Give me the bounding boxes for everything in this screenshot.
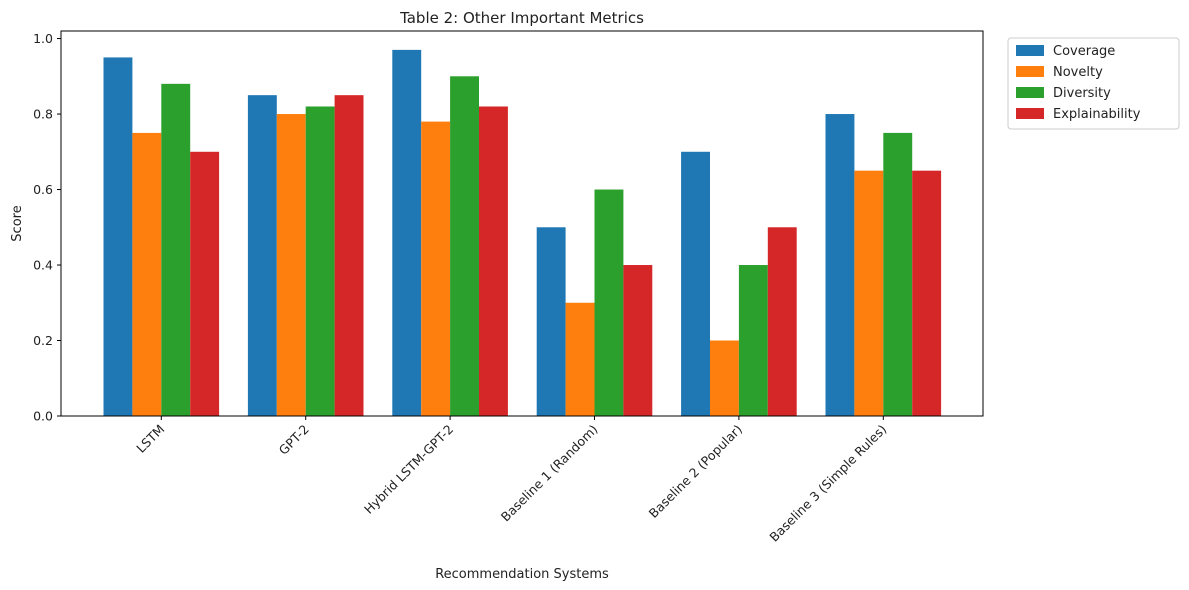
y-tick-label: 0.4 bbox=[33, 258, 53, 273]
x-tick-label: Baseline 3 (Simple Rules) bbox=[766, 422, 889, 545]
bar-coverage-3 bbox=[536, 227, 566, 416]
bar-coverage-0 bbox=[103, 57, 133, 417]
y-tick-label: 0.6 bbox=[33, 182, 53, 197]
y-axis: 0.0 0.2 0.4 0.6 0.8 1.0 bbox=[33, 31, 61, 424]
x-tick-label: Baseline 1 (Random) bbox=[498, 422, 601, 525]
bar-coverage-2 bbox=[392, 49, 422, 417]
legend-label-novelty: Novelty bbox=[1053, 65, 1103, 80]
legend-label-explainability: Explainability bbox=[1053, 107, 1141, 122]
legend-swatch-novelty bbox=[1016, 66, 1044, 77]
legend-swatch-diversity bbox=[1016, 87, 1044, 98]
bar-coverage-4 bbox=[681, 151, 710, 416]
bar-novelty-4 bbox=[710, 340, 739, 416]
y-tick-label: 0.2 bbox=[33, 333, 53, 348]
bar-diversity-2 bbox=[450, 76, 479, 416]
bar-explainability-0 bbox=[190, 151, 220, 416]
bar-novelty-2 bbox=[421, 121, 451, 416]
bar-coverage-1 bbox=[247, 95, 277, 417]
bars-layer bbox=[103, 49, 942, 417]
y-tick-label: 0.8 bbox=[33, 107, 53, 122]
bar-explainability-5 bbox=[912, 170, 942, 416]
plot-frame bbox=[60, 30, 984, 417]
x-axis: LSTM GPT-2 Hybrid LSTM-GPT-2 Baseline 1 (Ra… bbox=[133, 416, 889, 545]
bar-explainability-1 bbox=[334, 95, 364, 417]
x-tick-label: Hybrid LSTM-GPT-2 bbox=[361, 422, 456, 517]
y-tick-label: 0.0 bbox=[33, 409, 53, 424]
bar-diversity-0 bbox=[161, 83, 191, 416]
legend-swatch-coverage bbox=[1016, 45, 1044, 56]
legend-swatch-explainability bbox=[1016, 108, 1044, 119]
x-axis-label: Recommendation Systems bbox=[435, 567, 609, 582]
bar-novelty-0 bbox=[132, 132, 162, 416]
bar-diversity-5 bbox=[883, 132, 913, 416]
bar-novelty-3 bbox=[565, 302, 595, 416]
legend-label-coverage: Coverage bbox=[1053, 44, 1115, 59]
bar-diversity-1 bbox=[305, 106, 335, 417]
chart-title: Table 2: Other Important Metrics bbox=[399, 9, 644, 27]
bar-coverage-5 bbox=[825, 114, 855, 416]
legend: Coverage Novelty Diversity Explainability bbox=[1007, 37, 1180, 130]
bar-diversity-4 bbox=[738, 265, 768, 416]
x-tick-label: GPT-2 bbox=[276, 422, 312, 458]
bar-novelty-5 bbox=[854, 170, 884, 416]
bar-explainability-4 bbox=[767, 227, 797, 416]
x-tick-label: Baseline 2 (Popular) bbox=[646, 422, 745, 521]
y-tick-label: 1.0 bbox=[33, 31, 53, 46]
bar-explainability-3 bbox=[623, 265, 653, 416]
legend-label-diversity: Diversity bbox=[1053, 86, 1111, 101]
x-tick-label: LSTM bbox=[133, 422, 167, 456]
bar-diversity-3 bbox=[594, 189, 624, 416]
legend-frame bbox=[1007, 37, 1180, 130]
bar-novelty-1 bbox=[276, 114, 306, 416]
bar-explainability-2 bbox=[479, 106, 508, 417]
y-axis-label: Score bbox=[10, 205, 25, 241]
